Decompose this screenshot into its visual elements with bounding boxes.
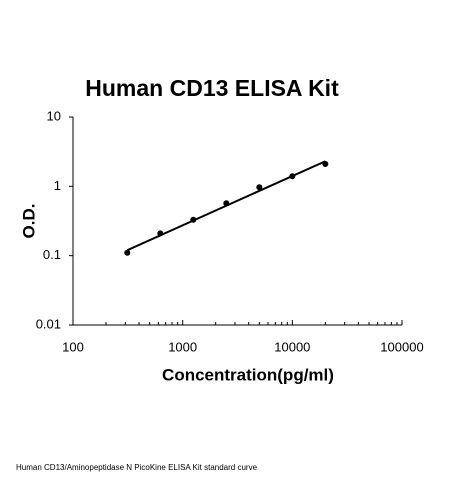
data-point (157, 230, 164, 237)
y-tick-label: 0.1 (43, 247, 61, 262)
data-point (256, 184, 263, 191)
x-tick-label: 100 (62, 339, 84, 354)
y-tick-label: 0.01 (36, 316, 61, 331)
y-tick-label: 1 (54, 178, 61, 193)
data-point (289, 173, 296, 180)
data-point (190, 216, 197, 223)
x-tick-label: 100000 (380, 339, 423, 354)
chart-title: Human CD13 ELISA Kit (85, 75, 339, 101)
x-tick-label: 1000 (168, 339, 197, 354)
data-point (322, 160, 329, 167)
y-tick-label: 10 (47, 108, 61, 123)
y-axis-label: O.D. (19, 204, 38, 239)
x-axis-label: Concentration(pg/ml) (162, 365, 334, 384)
data-point (124, 249, 131, 256)
x-tick-label: 10000 (274, 339, 310, 354)
caption: Human CD13/Aminopeptidase N PicoKine ELI… (16, 463, 258, 472)
data-point (223, 200, 230, 207)
